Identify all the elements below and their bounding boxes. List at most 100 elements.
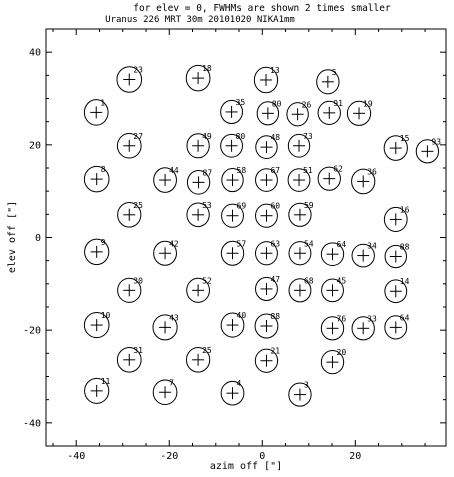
fwhm-ellipse — [288, 241, 312, 266]
x-tick-label: -20 — [160, 451, 178, 462]
detector-label: 43 — [169, 313, 179, 322]
fwhm-ellipse — [255, 241, 278, 266]
fwhm-ellipse — [384, 279, 408, 304]
detector-label: 44 — [169, 166, 179, 175]
detector-point: 53 — [186, 201, 212, 228]
fwhm-ellipse — [84, 377, 110, 404]
detector-label: 48 — [270, 133, 280, 142]
detector-label: 10 — [101, 311, 111, 320]
fwhm-ellipse — [220, 312, 245, 338]
detector-label: 4 — [237, 379, 242, 388]
detector-label: 57 — [237, 239, 247, 248]
detector-label: 64 — [337, 240, 347, 249]
detector-point: 64 — [384, 313, 410, 340]
detector-label: 16 — [400, 205, 410, 214]
fwhm-ellipse — [351, 316, 375, 341]
detector-point: 47 — [255, 275, 280, 302]
fwhm-ellipse — [288, 278, 312, 303]
fwhm-ellipse — [254, 348, 279, 373]
detector-label: 13 — [270, 66, 280, 75]
detector-label: 53 — [202, 201, 212, 210]
axis-ticks: -40 -20 0 20 -40 -20 0 20 40 — [23, 28, 446, 462]
detector-point: 11 — [84, 377, 111, 404]
detector-point: 88 — [254, 312, 280, 339]
detector-point: 54 — [288, 239, 314, 266]
fwhm-ellipse — [220, 99, 244, 125]
detector-label: 91 — [333, 99, 343, 108]
detector-point: 4 — [220, 379, 245, 406]
fwhm-ellipse — [186, 202, 210, 228]
fwhm-ellipse — [256, 101, 280, 126]
detector-point: 49 — [186, 132, 212, 159]
y-axis-label: elev off ["] — [7, 201, 18, 273]
fwhm-ellipse — [220, 380, 245, 406]
detector-label: 9 — [101, 238, 106, 247]
detector-point: 59 — [288, 201, 314, 227]
detector-point: 42 — [153, 239, 179, 266]
fwhm-ellipse — [351, 168, 376, 195]
detector-point: 88 — [384, 242, 410, 269]
y-tick-label: 0 — [35, 233, 41, 244]
detector-label: 62 — [333, 165, 343, 174]
detector-label: 19 — [363, 99, 373, 108]
detector-point: 35 — [220, 98, 245, 125]
fwhm-ellipse — [186, 170, 211, 195]
fwhm-ellipse — [255, 135, 278, 160]
fwhm-ellipse — [116, 132, 142, 159]
fwhm-ellipse — [152, 314, 178, 341]
fwhm-ellipse — [255, 276, 278, 302]
y-tick-label: -20 — [23, 326, 41, 337]
fwhm-ellipse — [288, 202, 312, 227]
fwhm-ellipse — [384, 315, 408, 340]
detector-label: 76 — [337, 314, 347, 323]
detector-label: 52 — [202, 276, 212, 285]
detector-label: 68 — [304, 276, 314, 285]
y-tick-label: 40 — [29, 48, 41, 59]
detector-label: 27 — [133, 132, 143, 141]
fwhm-ellipse — [287, 133, 311, 158]
detector-label: 58 — [237, 166, 247, 175]
detector-label: 42 — [169, 239, 179, 248]
detector-point: 30 — [117, 276, 143, 303]
detector-point: 3 — [288, 381, 312, 407]
detector-point: 13 — [253, 66, 280, 94]
x-tick-label: 20 — [349, 451, 361, 462]
fwhm-ellipse — [320, 350, 345, 375]
detector-label: 64 — [400, 313, 410, 322]
detector-point: 44 — [153, 166, 179, 193]
detector-point: 93 — [415, 137, 441, 164]
fwhm-ellipse — [83, 165, 110, 193]
detector-label: 93 — [431, 137, 441, 146]
detector-point: 25 — [117, 201, 143, 228]
detector-point: 8 — [83, 165, 110, 193]
detector-label: 21 — [270, 347, 280, 356]
fwhm-ellipse — [153, 167, 177, 193]
detector-point: 16 — [383, 205, 410, 232]
fwhm-ellipse — [186, 133, 210, 159]
fwhm-ellipse — [317, 166, 341, 191]
detector-point: 33 — [351, 314, 377, 341]
fwhm-ellipse — [346, 100, 372, 126]
detector-label: 20 — [337, 348, 347, 357]
detector-point: 36 — [351, 167, 377, 195]
detector-point: 18 — [185, 64, 212, 92]
fwhm-ellipse — [83, 312, 110, 339]
fwhm-ellipse — [321, 278, 344, 303]
detector-label: 59 — [304, 201, 314, 210]
fwhm-ellipse — [253, 66, 279, 94]
detector-label: 5 — [332, 68, 337, 77]
fwhm-ellipse — [384, 244, 407, 269]
detector-point: 9 — [84, 238, 110, 266]
fwhm-ellipse — [288, 382, 312, 407]
detector-point: 87 — [186, 168, 212, 195]
detector-label: 14 — [400, 277, 410, 286]
detector-point: 34 — [351, 242, 377, 268]
detector-label: 34 — [367, 242, 377, 251]
fwhm-ellipse — [185, 347, 211, 373]
detector-point: 91 — [317, 99, 343, 125]
fwhm-ellipse — [415, 139, 440, 164]
fwhm-ellipse — [220, 240, 245, 266]
detector-point: 45 — [321, 276, 346, 303]
detector-point: 31 — [116, 346, 143, 373]
detector-label: 73 — [303, 132, 313, 141]
